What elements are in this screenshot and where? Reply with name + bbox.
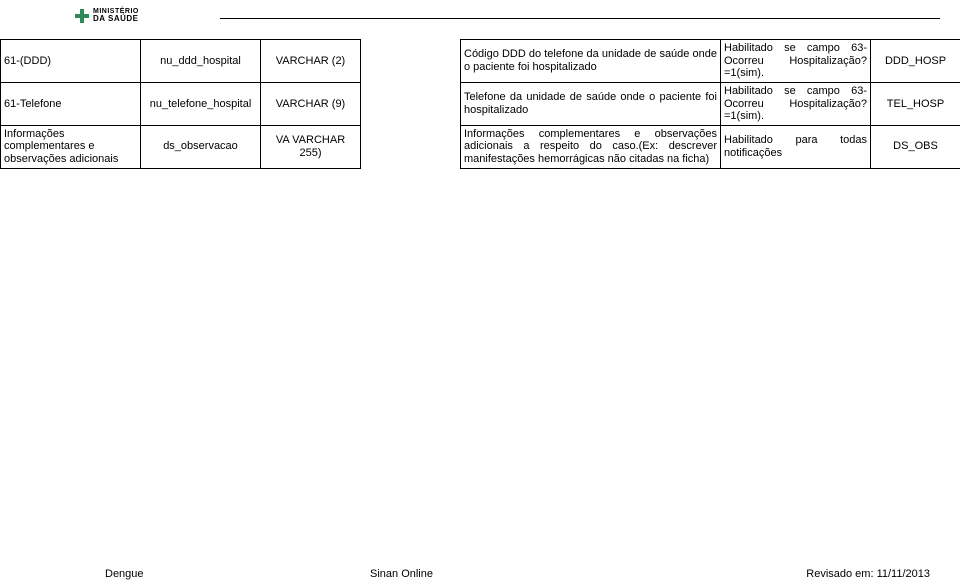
- cell-code: TEL_HOSP: [871, 82, 960, 125]
- cell-desc: Código DDD do telefone da unidade de saú…: [461, 40, 721, 83]
- cell-field: 61-Telefone: [1, 82, 141, 125]
- footer-center: Sinan Online: [370, 568, 433, 580]
- cell-type: VA VARCHAR 255): [261, 125, 361, 168]
- table-row: 61-(DDD) nu_ddd_hospital VARCHAR (2) Cód…: [1, 40, 960, 83]
- logo-text: MINISTÉRIO DA SAÚDE: [93, 8, 139, 23]
- cell-dbcol: nu_ddd_hospital: [141, 40, 261, 83]
- cell-type: VARCHAR (2): [261, 40, 361, 83]
- footer-right: Revisado em: 11/11/2013: [806, 568, 930, 580]
- cell-dbcol: ds_observacao: [141, 125, 261, 168]
- cell-field: Informações complementares e observações…: [1, 125, 141, 168]
- cell-code: DDD_HOSP: [871, 40, 960, 83]
- cell-desc: Telefone da unidade de saúde onde o paci…: [461, 82, 721, 125]
- logo-line2: DA SAÚDE: [93, 15, 139, 23]
- cell-field: 61-(DDD): [1, 40, 141, 83]
- table-body: 61-(DDD) nu_ddd_hospital VARCHAR (2) Cód…: [1, 40, 960, 169]
- cell-cond: Habilitado se campo 63-Ocorreu Hospitali…: [721, 40, 871, 83]
- cell-code: DS_OBS: [871, 125, 960, 168]
- table-row: Informações complementares e observações…: [1, 125, 960, 168]
- header-rule: [220, 18, 940, 19]
- schema-table: 61-(DDD) nu_ddd_hospital VARCHAR (2) Cód…: [0, 39, 960, 169]
- cell-blank: [361, 125, 461, 168]
- table-row: 61-Telefone nu_telefone_hospital VARCHAR…: [1, 82, 960, 125]
- footer-left: Dengue: [105, 568, 144, 580]
- cross-icon: [75, 9, 89, 23]
- cell-cond: Habilitado para todas notificações: [721, 125, 871, 168]
- cell-type: VARCHAR (9): [261, 82, 361, 125]
- cell-dbcol: nu_telefone_hospital: [141, 82, 261, 125]
- header-logo: MINISTÉRIO DA SAÚDE: [75, 8, 139, 23]
- cell-blank: [361, 82, 461, 125]
- cell-blank: [361, 40, 461, 83]
- cell-desc: Informações complementares e observações…: [461, 125, 721, 168]
- cell-cond: Habilitado se campo 63-Ocorreu Hospitali…: [721, 82, 871, 125]
